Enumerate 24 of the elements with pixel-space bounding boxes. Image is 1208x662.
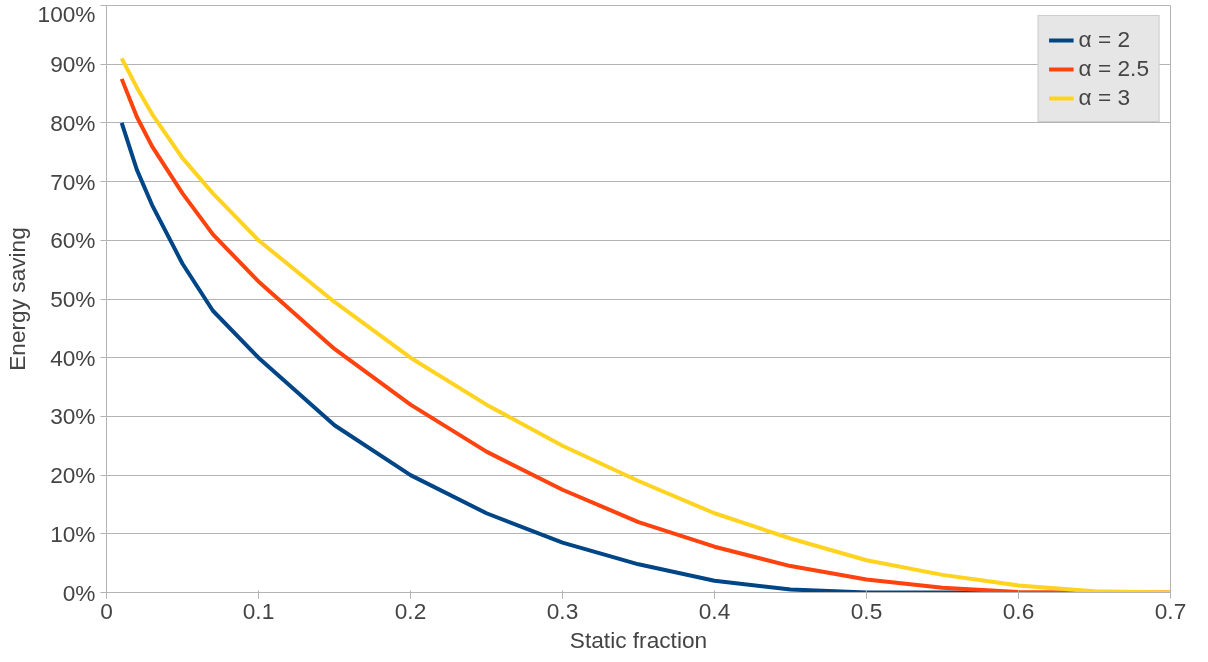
y-tick-label: 70% bbox=[50, 168, 96, 195]
legend-label: α = 2 bbox=[1078, 26, 1131, 53]
y-axis-title: Energy saving bbox=[3, 227, 30, 371]
y-tick-label: 100% bbox=[37, 0, 96, 27]
y-tick-label: 20% bbox=[50, 462, 96, 489]
y-tick-label: 10% bbox=[50, 520, 96, 547]
x-tick-label: 0.5 bbox=[850, 597, 883, 624]
x-tick-label: 0.3 bbox=[546, 597, 579, 624]
x-tick-label: 0.4 bbox=[698, 597, 731, 624]
y-tick-label: 0% bbox=[62, 579, 96, 606]
y-tick-label: 90% bbox=[50, 51, 96, 78]
y-tick-label: 40% bbox=[50, 344, 96, 371]
legend-label: α = 3 bbox=[1078, 84, 1131, 111]
legend-label: α = 2.5 bbox=[1078, 55, 1149, 82]
y-tick-label: 60% bbox=[50, 227, 96, 254]
x-tick-label: 0.2 bbox=[394, 597, 427, 624]
x-tick-label: 0 bbox=[100, 597, 113, 624]
x-axis-title: Static fraction bbox=[569, 626, 708, 653]
x-tick-label: 0.1 bbox=[242, 597, 275, 624]
y-tick-label: 50% bbox=[50, 286, 96, 312]
y-tick-label: 80% bbox=[50, 109, 96, 136]
y-tick-label: 30% bbox=[50, 403, 96, 430]
x-tick-label: 0.7 bbox=[1154, 597, 1187, 624]
x-tick-label: 0.6 bbox=[1002, 597, 1035, 624]
